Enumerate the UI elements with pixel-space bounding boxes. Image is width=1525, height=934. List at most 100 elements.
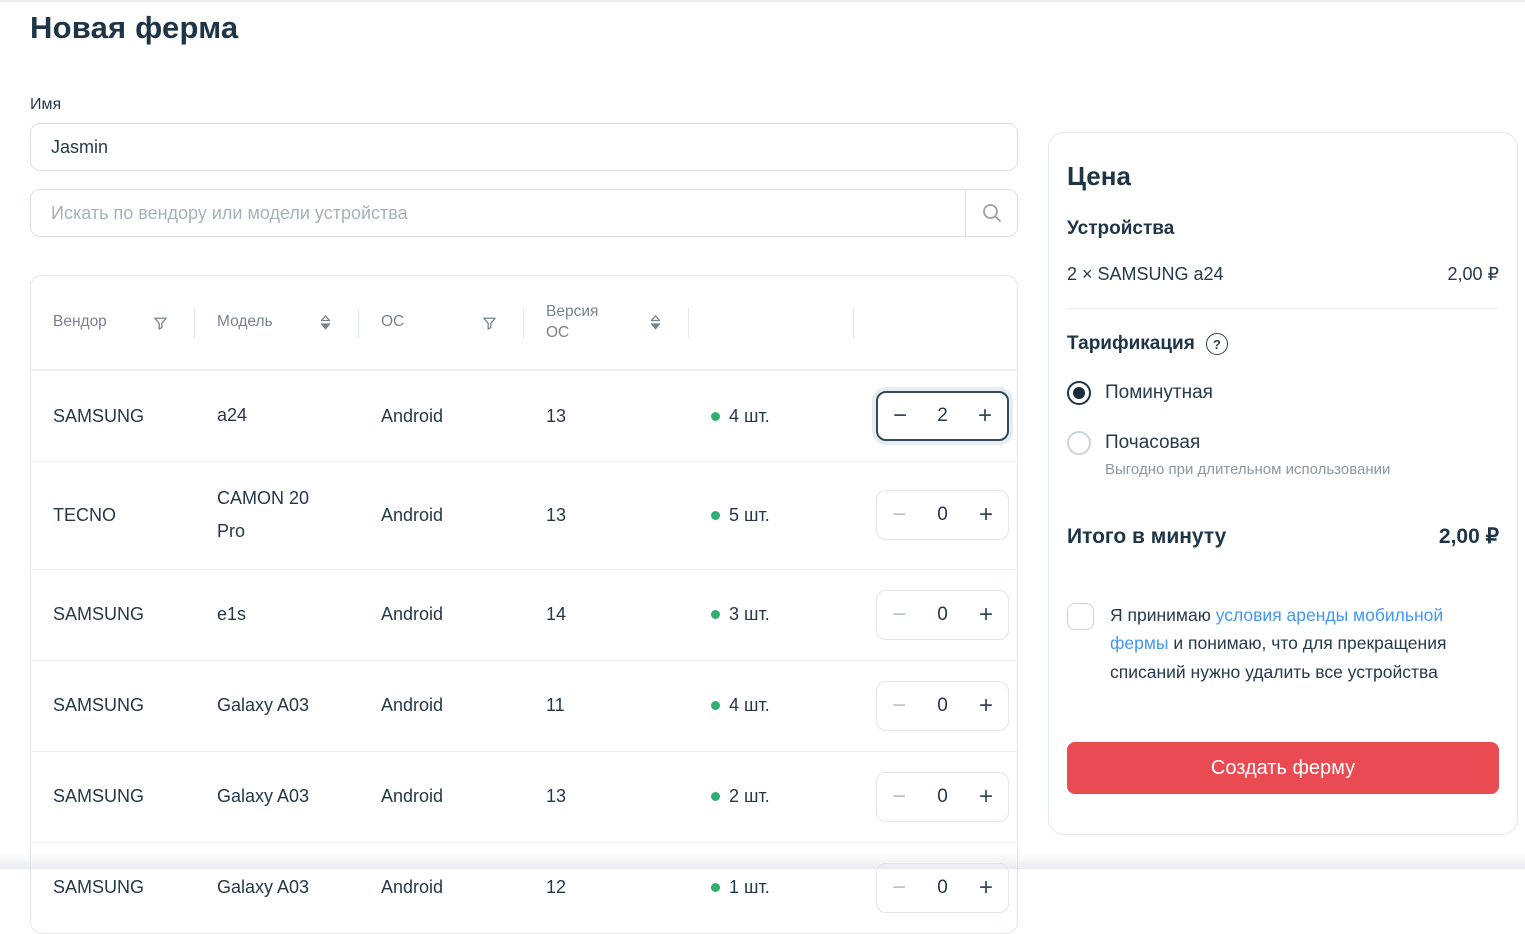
os-cell: Android (381, 877, 444, 898)
sort-icon[interactable] (648, 313, 663, 332)
model-cell: e1s (217, 603, 247, 624)
os-version-cell: 14 (546, 604, 567, 625)
increment-button[interactable]: + (978, 782, 993, 810)
os-version-cell: 13 (546, 504, 567, 525)
availability-cell: 4 шт. (711, 695, 876, 716)
vendor-cell: SAMSUNG (53, 877, 145, 898)
os-version-cell: 12 (546, 877, 567, 898)
model-cell: Galaxy A03 (217, 876, 310, 897)
os-version-cell: 11 (546, 695, 565, 716)
total-value: 2,00 ₽ (1438, 525, 1499, 548)
decrement-button[interactable]: − (892, 873, 907, 901)
decrement-button[interactable]: − (892, 600, 907, 628)
quantity-value: 0 (937, 603, 948, 625)
radio-icon[interactable] (1067, 431, 1091, 455)
vendor-cell: SAMSUNG (53, 405, 145, 426)
table-row: SAMSUNG Galaxy A03 Android 12 1 шт. − 0 … (31, 841, 1017, 933)
summary-title: Цена (1067, 161, 1131, 191)
page-title: Новая ферма (30, 10, 239, 45)
online-dot-icon (711, 701, 720, 711)
os-cell: Android (381, 695, 444, 716)
search-button[interactable] (965, 190, 1017, 236)
divider (1067, 308, 1499, 309)
table-row: SAMSUNG a24 Android 13 4 шт. − 2 + (31, 370, 1017, 461)
table-row: TECNO CAMON 20 Pro Android 13 5 шт. − 0 … (31, 461, 1017, 569)
table-row: SAMSUNG Galaxy A03 Android 13 2 шт. − 0 … (31, 750, 1017, 842)
device-price-label: 2 × SAMSUNG a24 (1067, 264, 1224, 284)
search-icon (981, 202, 1003, 224)
availability-cell: 1 шт. (711, 877, 876, 898)
os-cell: Android (381, 405, 444, 426)
quantity-value: 0 (937, 785, 948, 807)
os-cell: Android (381, 604, 444, 625)
model-cell: Galaxy A03 (217, 785, 310, 806)
name-label: Имя (30, 96, 62, 113)
column-header-available (711, 276, 876, 369)
quantity-stepper[interactable]: − 0 + (876, 862, 1009, 913)
filter-icon[interactable] (481, 314, 498, 331)
decrement-button[interactable]: − (892, 691, 907, 719)
increment-button[interactable]: + (978, 600, 993, 628)
rental-terms-link[interactable]: условия аренды мобильной фермы (1110, 605, 1444, 654)
tariff-option-per-minute[interactable]: Поминутная (1067, 381, 1499, 405)
radio-icon[interactable] (1067, 381, 1091, 405)
quantity-stepper[interactable]: − 0 + (876, 680, 1009, 731)
device-table-header: Вендор Модель ОС (31, 276, 1017, 370)
help-icon[interactable]: ? (1205, 333, 1228, 355)
online-dot-icon (711, 411, 720, 421)
tariff-heading: Тарификация ? (1067, 333, 1499, 355)
column-header-model: Модель (217, 276, 381, 369)
os-version-cell: 13 (546, 405, 567, 426)
agreement-checkbox[interactable] (1067, 603, 1094, 630)
tariff-option-hourly[interactable]: Почасовая (1067, 431, 1499, 455)
quantity-value: 2 (937, 405, 948, 426)
vendor-cell: SAMSUNG (53, 604, 145, 625)
create-farm-button[interactable]: Создать ферму (1067, 742, 1499, 795)
vendor-cell: SAMSUNG (53, 786, 145, 807)
sort-icon[interactable] (318, 313, 333, 332)
devices-heading: Устройства (1067, 218, 1175, 239)
column-header-os-version: Версия ОС (546, 276, 711, 369)
increment-button[interactable]: + (978, 501, 993, 529)
filter-icon[interactable] (152, 314, 169, 331)
availability-cell: 4 шт. (711, 406, 876, 427)
agreement-text: Я принимаю условия аренды мобильной ферм… (1110, 605, 1447, 682)
device-search-bar (30, 189, 1018, 237)
column-header-os: ОС (381, 276, 546, 369)
quantity-stepper[interactable]: − 2 + (876, 391, 1009, 441)
quantity-value: 0 (937, 504, 948, 526)
online-dot-icon (711, 883, 720, 893)
os-cell: Android (381, 504, 444, 525)
main-column: Новая ферма Имя Вендор (30, 2, 1018, 934)
os-cell: Android (381, 786, 444, 807)
decrement-button[interactable]: − (892, 501, 907, 529)
availability-cell: 5 шт. (711, 505, 876, 526)
price-summary-panel: Цена Устройства 2 × SAMSUNG a24 2,00 ₽ Т… (1048, 132, 1518, 836)
device-price-value: 2,00 ₽ (1447, 264, 1500, 284)
vendor-cell: SAMSUNG (53, 695, 145, 716)
quantity-stepper[interactable]: − 0 + (876, 490, 1009, 541)
model-cell: a24 (217, 405, 248, 426)
quantity-value: 0 (937, 876, 948, 898)
online-dot-icon (711, 792, 720, 802)
increment-button[interactable]: + (978, 873, 993, 901)
os-version-cell: 13 (546, 786, 567, 807)
agreement-block: Я принимаю условия аренды мобильной ферм… (1067, 601, 1499, 686)
online-dot-icon (711, 510, 720, 520)
column-header-vendor: Вендор (53, 276, 217, 369)
farm-name-input[interactable] (30, 123, 1018, 171)
availability-cell: 3 шт. (711, 604, 876, 625)
increment-button[interactable]: + (977, 402, 992, 429)
device-table: Вендор Модель ОС (30, 275, 1018, 934)
decrement-button[interactable]: − (892, 782, 907, 810)
increment-button[interactable]: + (978, 691, 993, 719)
decrement-button[interactable]: − (893, 402, 908, 429)
total-label: Итого в минуту (1067, 524, 1227, 548)
quantity-stepper[interactable]: − 0 + (876, 589, 1009, 640)
device-search-input[interactable] (31, 190, 965, 236)
quantity-value: 0 (937, 694, 948, 716)
table-row: SAMSUNG e1s Android 14 3 шт. − 0 + (31, 568, 1017, 660)
total-line: Итого в минуту 2,00 ₽ (1067, 524, 1499, 549)
quantity-stepper[interactable]: − 0 + (876, 771, 1009, 822)
model-cell: Galaxy A03 (217, 694, 310, 715)
